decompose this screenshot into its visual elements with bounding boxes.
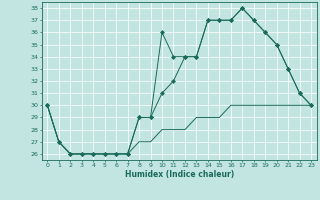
X-axis label: Humidex (Indice chaleur): Humidex (Indice chaleur) (124, 170, 234, 179)
